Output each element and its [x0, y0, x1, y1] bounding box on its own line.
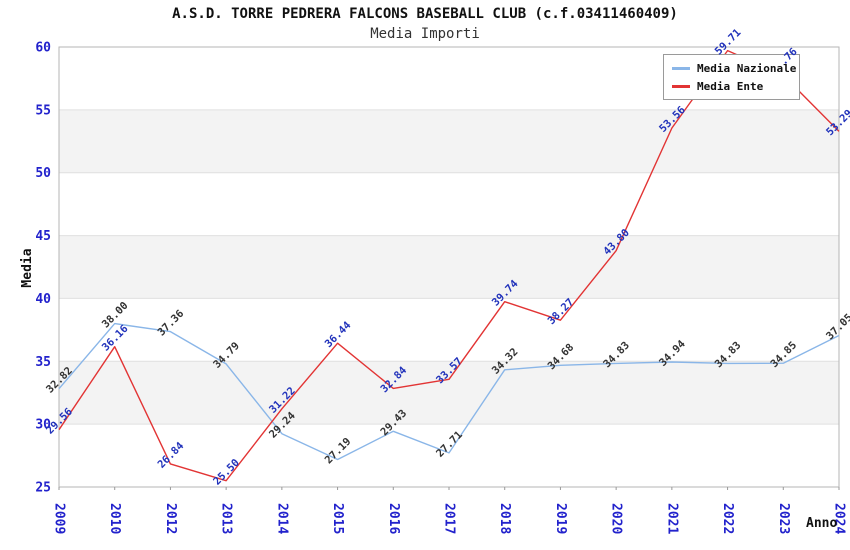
data-label: 32.84	[378, 364, 409, 395]
data-label: 27.71	[434, 429, 465, 460]
x-tick-label: 2010	[107, 503, 122, 534]
x-tick-label: 2016	[386, 503, 401, 534]
y-tick-label: 30	[35, 418, 51, 433]
data-label: 34.83	[601, 339, 632, 370]
y-tick-label: 60	[35, 41, 51, 56]
data-label: 37.05	[824, 312, 850, 343]
chart-title: A.S.D. TORRE PEDRERA FALCONS BASEBALL CL…	[172, 6, 678, 22]
x-tick-label: 2023	[776, 503, 791, 534]
data-label: 34.94	[657, 338, 688, 369]
x-tick-label: 2012	[163, 503, 178, 534]
plot-border	[58, 46, 840, 488]
plot-band	[59, 235, 839, 299]
legend-swatch-nazionale	[672, 66, 690, 70]
x-tick-label: 2009	[52, 503, 67, 534]
data-label: 25.50	[211, 457, 242, 488]
data-label: 32.82	[44, 365, 75, 396]
x-tick-label: 2020	[609, 503, 624, 534]
x-tick-label: 2024	[832, 503, 847, 534]
data-label: 34.68	[545, 341, 576, 372]
x-tick-label: 2021	[664, 503, 679, 534]
y-tick-label: 50	[35, 166, 51, 181]
data-label: 34.83	[713, 339, 744, 370]
data-label: 26.84	[155, 440, 186, 471]
chart-legend: Media Nazionale Media Ente	[663, 54, 800, 100]
chart-subtitle: Media Importi	[370, 26, 480, 42]
data-label: 38.27	[545, 296, 576, 327]
series-line	[58, 49, 840, 482]
data-label: 43.80	[601, 227, 632, 258]
plot-band	[59, 361, 839, 425]
data-label: 31.22	[267, 385, 298, 416]
data-label: 33.57	[434, 355, 465, 386]
y-tick-label: 55	[35, 103, 51, 118]
data-label: 36.16	[100, 323, 131, 354]
data-label: 29.43	[378, 407, 409, 438]
data-label: 29.56	[44, 406, 75, 437]
legend-item-media-ente: Media Ente	[672, 80, 791, 93]
data-label: 38.00	[100, 300, 131, 331]
plot-band	[59, 109, 839, 173]
data-label: 39.74	[490, 278, 521, 309]
legend-swatch-ente	[672, 84, 690, 88]
x-tick-label: 2019	[553, 503, 568, 534]
x-tick-label: 2018	[497, 503, 512, 534]
x-tick-label: 2022	[720, 503, 735, 534]
series-line	[58, 322, 840, 461]
legend-item-media-nazionale: Media Nazionale	[672, 62, 796, 75]
y-tick-label: 25	[35, 481, 51, 496]
legend-label-nazionale: Media Nazionale	[697, 61, 797, 75]
data-label: 53.29	[824, 107, 850, 138]
data-label: 34.32	[490, 346, 521, 377]
x-tick-label: 2014	[274, 503, 289, 534]
y-tick-label: 35	[35, 355, 51, 370]
data-label: 27.19	[323, 436, 354, 467]
x-tick-label: 2017	[442, 503, 457, 534]
y-axis-title: Media	[20, 248, 35, 287]
data-label: 34.79	[211, 340, 242, 371]
data-label: 29.24	[267, 410, 298, 441]
data-label: 34.85	[768, 339, 799, 370]
data-label: 37.36	[155, 308, 186, 339]
data-label: 53.56	[657, 104, 688, 135]
data-label: 36.44	[323, 319, 354, 350]
x-tick-label: 2015	[330, 503, 345, 534]
x-axis-title: Anno	[806, 516, 837, 531]
x-tick-label: 2013	[219, 503, 234, 534]
y-tick-label: 40	[35, 292, 51, 307]
y-tick-label: 45	[35, 229, 51, 244]
legend-label-ente: Media Ente	[697, 79, 764, 93]
